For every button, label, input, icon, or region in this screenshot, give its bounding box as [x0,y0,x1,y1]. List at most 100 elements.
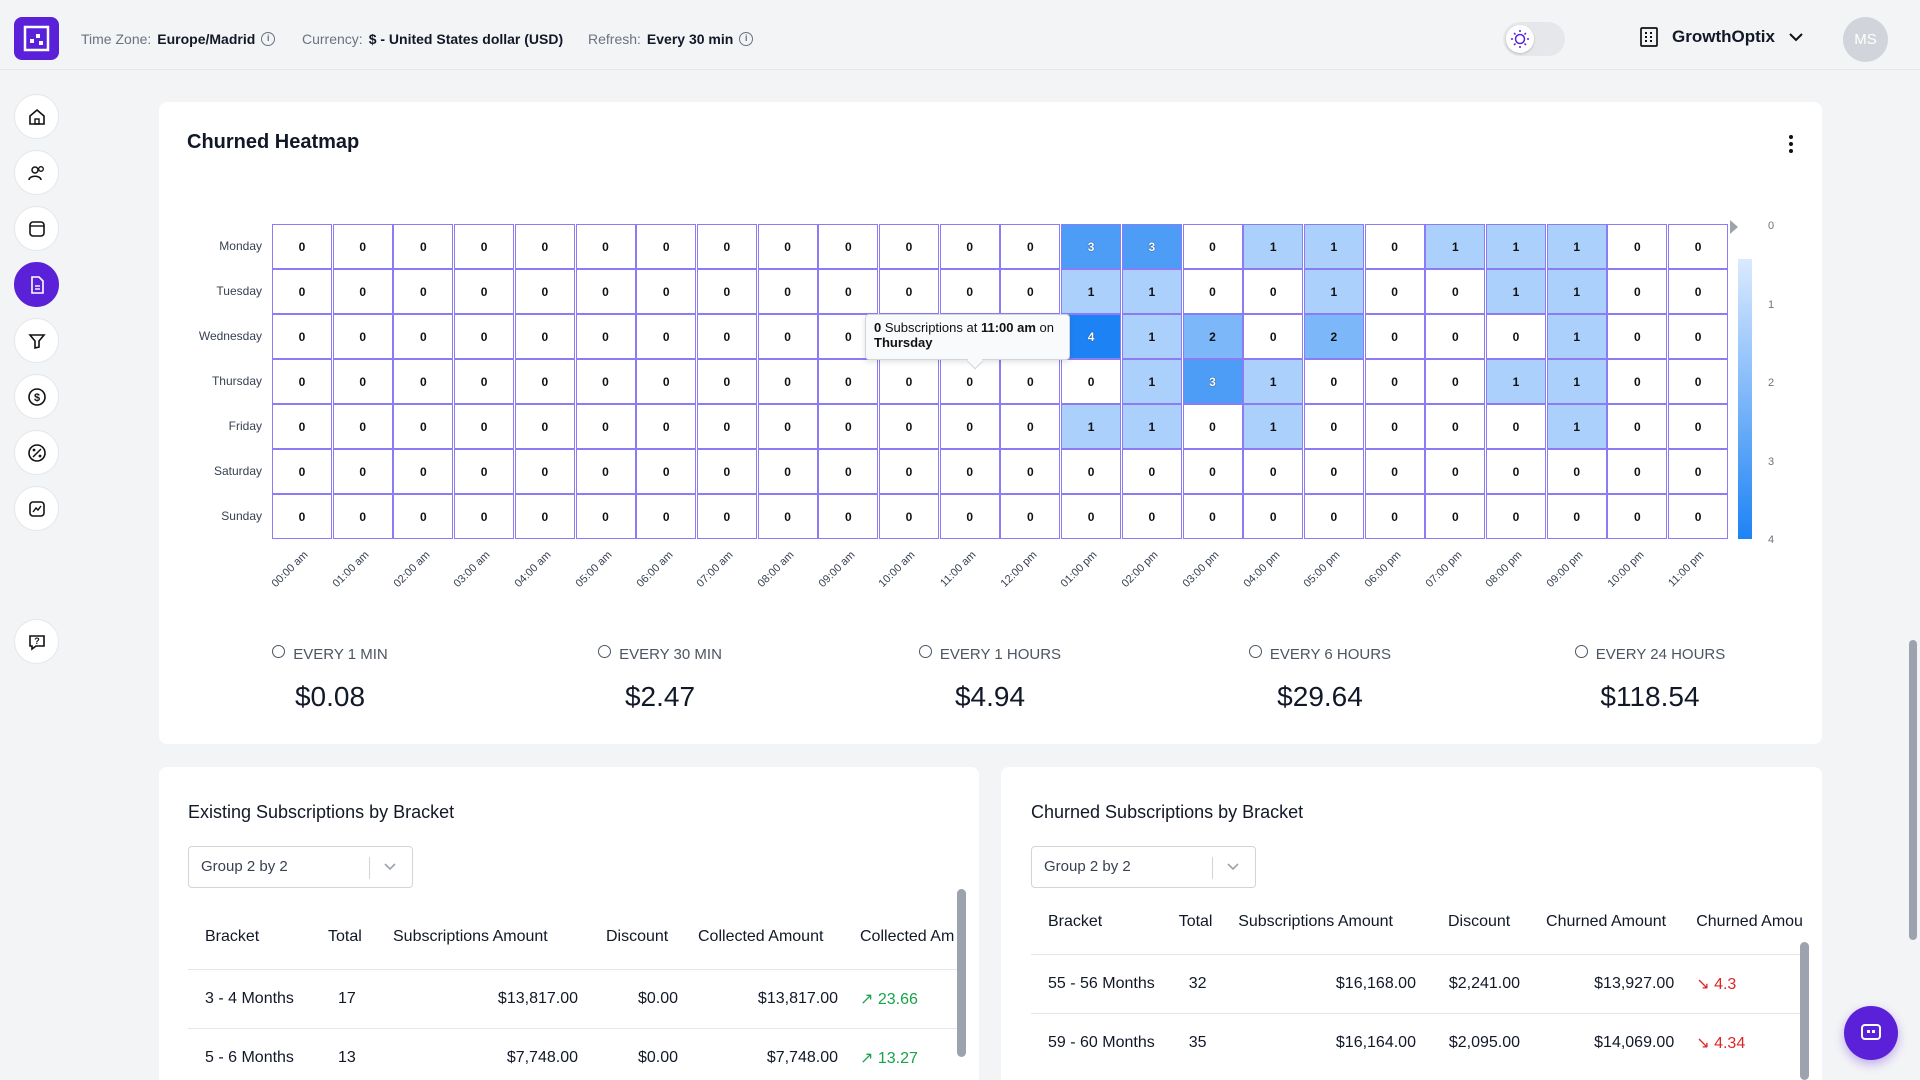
sidebar-item-revenue[interactable]: $ [14,374,59,419]
heatmap-cell[interactable]: 0 [514,269,575,314]
heatmap-cell[interactable]: 0 [454,269,515,314]
heatmap-cell[interactable]: 0 [818,494,879,539]
avatar[interactable]: MS [1843,17,1888,62]
chat-button[interactable] [1844,1006,1898,1060]
heatmap-cell[interactable]: 0 [1364,359,1425,404]
heatmap-cell[interactable]: 1 [1243,359,1304,404]
column-header[interactable]: Collected Amount [698,927,824,945]
table-row[interactable]: 5 - 6 Months 13 $7,748.00 $0.00 $7,748.0… [188,1027,958,1080]
heatmap-cell[interactable]: 0 [332,224,393,269]
heatmap-cell[interactable]: 0 [1121,494,1182,539]
heatmap-cell[interactable]: 1 [1121,269,1182,314]
table-scrollbar[interactable] [1800,942,1809,1080]
heatmap-cell[interactable]: 0 [879,224,939,269]
heatmap-cell[interactable]: 0 [1668,269,1729,314]
sidebar-item-discounts[interactable] [14,430,59,475]
heatmap-cell[interactable]: 0 [1182,269,1243,314]
heatmap-cell[interactable]: 0 [696,269,757,314]
heatmap-cell[interactable]: 0 [1607,404,1668,449]
info-icon[interactable]: i [261,32,276,46]
heatmap-cell[interactable]: 0 [272,314,332,359]
heatmap-cell[interactable]: 0 [1425,359,1486,404]
app-logo[interactable] [14,17,59,60]
heatmap-cell[interactable]: 0 [575,269,636,314]
org-switcher[interactable]: GrowthOptix [1638,26,1805,48]
table-row[interactable]: 59 - 60 Months 35 $16,164.00 $2,095.00 $… [1031,1012,1803,1072]
heatmap-cell[interactable]: 0 [332,269,393,314]
heatmap-cell[interactable]: 0 [1425,494,1486,539]
column-header[interactable]: Discount [606,927,669,945]
heatmap-cell[interactable]: 0 [575,224,636,269]
heatmap-cell[interactable]: 0 [636,404,697,449]
heatmap-cell[interactable]: 0 [575,449,636,494]
column-header[interactable]: Subscriptions Amount [1238,912,1393,930]
heatmap-cell[interactable]: 0 [1607,494,1668,539]
heatmap-cell[interactable]: 1 [1546,269,1607,314]
heatmap-cell[interactable]: 0 [272,404,332,449]
heatmap-cell[interactable]: 0 [1364,494,1425,539]
heatmap-cell[interactable]: 0 [696,449,757,494]
heatmap-cell[interactable]: 1 [1486,224,1546,269]
heatmap-cell[interactable]: 0 [1668,449,1729,494]
heatmap-cell[interactable]: 0 [818,224,879,269]
heatmap-cell[interactable]: 0 [514,224,575,269]
heatmap-cell[interactable]: 0 [1243,314,1304,359]
heatmap-cell[interactable]: 0 [393,494,454,539]
heatmap-cell[interactable]: 0 [454,359,515,404]
heatmap-cell[interactable]: 0 [1243,449,1304,494]
heatmap-cell[interactable]: 1 [1546,359,1607,404]
heatmap-cell[interactable]: 0 [1607,449,1668,494]
heatmap-cell[interactable]: 0 [272,359,332,404]
heatmap-cell[interactable]: 3 [1121,224,1182,269]
column-header[interactable]: Collected Am [860,927,955,945]
column-header[interactable]: Churned Amount [1546,912,1667,930]
heatmap-cell[interactable]: 0 [1425,269,1486,314]
sidebar-item-analytics[interactable] [14,486,59,531]
heatmap-cell[interactable]: 0 [1668,404,1729,449]
heatmap-cell[interactable]: 0 [393,449,454,494]
heatmap-cell[interactable]: 0 [939,404,1000,449]
heatmap-cell[interactable]: 0 [1425,314,1486,359]
heatmap-cell[interactable]: 0 [454,224,515,269]
heatmap-cell[interactable]: 0 [1364,224,1425,269]
heatmap-cell[interactable]: 4 [1061,314,1122,359]
heatmap-cell[interactable]: 0 [1486,494,1546,539]
table-scrollbar[interactable] [957,889,966,1057]
heatmap-cell[interactable]: 0 [575,314,636,359]
heatmap-cell[interactable]: 0 [514,494,575,539]
heatmap-cell[interactable]: 0 [696,404,757,449]
help-button[interactable]: ? [14,619,59,664]
heatmap-cell[interactable]: 0 [332,359,393,404]
heatmap-cell[interactable]: 0 [1243,494,1304,539]
heatmap-cell[interactable]: 0 [879,494,939,539]
heatmap-cell[interactable]: 0 [1364,404,1425,449]
heatmap-cell[interactable]: 0 [1000,494,1061,539]
heatmap-cell[interactable]: 1 [1486,269,1546,314]
heatmap-cell[interactable]: 0 [818,404,879,449]
table-row[interactable]: 3 - 4 Months 17 $13,817.00 $0.00 $13,817… [188,968,958,1028]
heatmap-cell[interactable]: 1 [1121,404,1182,449]
column-header[interactable]: Bracket [205,927,260,945]
column-header[interactable]: Total [1178,912,1213,930]
column-header[interactable]: Subscriptions Amount [393,927,548,945]
heatmap-cell[interactable]: 0 [1182,494,1243,539]
heatmap-cell[interactable]: 0 [332,404,393,449]
heatmap-cell[interactable]: 1 [1303,269,1364,314]
heatmap-cell[interactable]: 2 [1182,314,1243,359]
heatmap-cell[interactable]: 0 [1607,269,1668,314]
heatmap-cell[interactable]: 0 [1364,314,1425,359]
heatmap-cell[interactable]: 0 [332,494,393,539]
heatmap-cell[interactable]: 0 [1364,449,1425,494]
more-options-icon[interactable] [1783,134,1799,154]
column-header[interactable]: Total [328,927,362,945]
heatmap-cell[interactable]: 0 [575,359,636,404]
heatmap-cell[interactable]: 0 [514,404,575,449]
heatmap-cell[interactable]: 0 [757,224,818,269]
heatmap-cell[interactable]: 0 [757,449,818,494]
heatmap-cell[interactable]: 0 [514,314,575,359]
heatmap-cell[interactable]: 1 [1243,224,1304,269]
heatmap-cell[interactable]: 0 [1000,269,1061,314]
heatmap-cell[interactable]: 0 [332,314,393,359]
heatmap-cell[interactable]: 0 [514,359,575,404]
heatmap-cell[interactable]: 0 [1303,404,1364,449]
